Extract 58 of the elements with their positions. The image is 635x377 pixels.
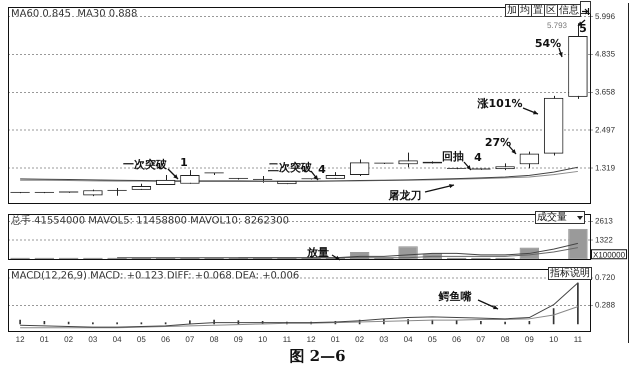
x-tick-label: 06	[161, 335, 171, 344]
annotation: 4	[474, 150, 482, 164]
x-tick-label: 07	[476, 335, 486, 344]
x-tick-label: 11	[574, 335, 583, 344]
y-tick-label: 4.835	[595, 49, 616, 58]
annotation: 成交量	[537, 212, 567, 223]
x-tick-label: 10	[258, 335, 268, 344]
annotation: 屠龙刀	[388, 188, 422, 202]
x-tick-label: 05	[136, 335, 146, 344]
annotation: 回抽	[442, 150, 464, 163]
annotation: 置	[533, 5, 543, 16]
y-axis-title: X100000	[593, 250, 626, 260]
y-tick-label: 3.658	[595, 88, 616, 97]
annotation: 5.793	[546, 21, 568, 30]
annotation: 二次突破	[268, 160, 313, 174]
annotation: 一次突破	[123, 158, 168, 171]
annotation: 鳄鱼嘴	[438, 290, 472, 303]
annotation: 27%	[484, 136, 512, 149]
annotation: 1	[180, 156, 188, 169]
x-tick-label: 08	[500, 335, 510, 344]
x-tick-label: 02	[64, 335, 74, 344]
y-tick-label: 5.996	[595, 12, 616, 21]
x-tick-label: 10	[549, 335, 559, 344]
annotation: 指标说明	[550, 268, 590, 279]
caption: 图 2—6	[288, 347, 347, 366]
x-tick-label: 01	[330, 335, 340, 344]
x-tick-label: 07	[185, 335, 195, 344]
annotation: 54%	[534, 36, 562, 50]
x-tick-label: 11	[282, 335, 292, 344]
y-tick-label: 1322	[595, 235, 614, 244]
x-tick-label: 04	[112, 335, 122, 344]
x-tick-label: 03	[379, 335, 389, 344]
y-tick-label: 2613	[595, 216, 614, 226]
x-tick-label: 12	[16, 335, 26, 344]
annotation: 放量	[306, 246, 329, 259]
x-tick-label: 09	[234, 335, 244, 344]
x-tick-label: 01	[40, 335, 50, 344]
annotation: 加	[507, 5, 517, 16]
x-tick-label: 12	[306, 335, 316, 344]
annotation: 信息	[559, 5, 579, 16]
chart-title: MACD(12,26,9) MACD: +0.123 DIFF: +0.068 DEA: +0.006	[11, 270, 300, 282]
y-tick-label: 0.720	[595, 272, 616, 282]
annotation: 4	[318, 162, 326, 176]
x-tick-label: 04	[404, 335, 414, 344]
y-tick-label: 0.288	[595, 300, 616, 310]
x-tick-label: 03	[88, 335, 98, 344]
chart-title: 总手 41554000 MAVOL5: 11458800 MAVOL10: 8262300	[10, 214, 289, 226]
y-tick-label: 1.319	[595, 163, 616, 172]
annotation: 涨101%	[476, 96, 522, 110]
x-tick-label: 09	[524, 335, 534, 344]
x-tick-label: 08	[210, 335, 220, 344]
x-tick-label: 05	[428, 335, 438, 344]
x-tick-label: 06	[452, 335, 462, 344]
annotation: 均	[520, 5, 530, 16]
y-tick-label: 2.497	[595, 125, 616, 134]
chart-title: MA60 0.845 MA30 0.888	[11, 8, 138, 20]
annotation: 区	[546, 5, 556, 16]
x-tick-label: 02	[355, 335, 365, 344]
